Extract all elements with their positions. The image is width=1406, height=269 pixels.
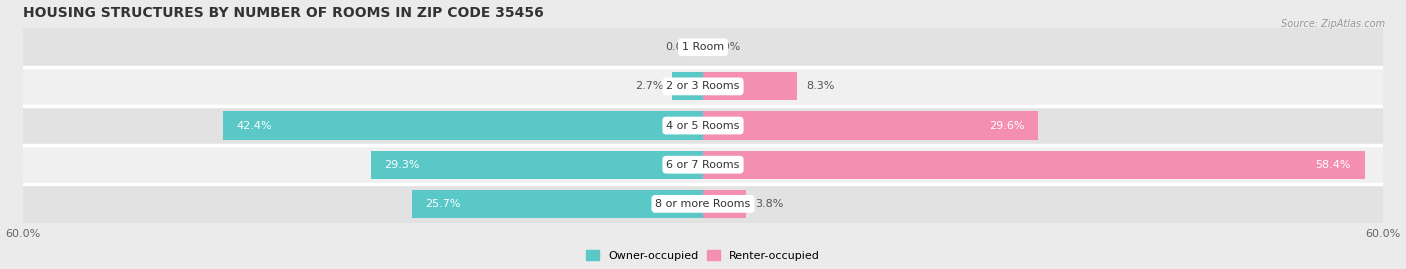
Bar [222, 111, 703, 140]
Text: 25.7%: 25.7% [426, 199, 461, 209]
Bar [703, 190, 747, 218]
Text: 2.7%: 2.7% [636, 82, 664, 91]
Bar [22, 184, 1384, 224]
Bar [703, 111, 1039, 140]
Bar [672, 72, 703, 101]
Legend: Owner-occupied, Renter-occupied: Owner-occupied, Renter-occupied [586, 250, 820, 261]
Text: HOUSING STRUCTURES BY NUMBER OF ROOMS IN ZIP CODE 35456: HOUSING STRUCTURES BY NUMBER OF ROOMS IN… [22, 6, 544, 20]
Text: 6 or 7 Rooms: 6 or 7 Rooms [666, 160, 740, 170]
Bar [22, 106, 1384, 145]
Text: 8 or more Rooms: 8 or more Rooms [655, 199, 751, 209]
Text: 42.4%: 42.4% [236, 121, 271, 130]
Text: 2 or 3 Rooms: 2 or 3 Rooms [666, 82, 740, 91]
Text: 0.0%: 0.0% [665, 42, 695, 52]
Bar [703, 72, 797, 101]
Bar [371, 151, 703, 179]
Text: 1 Room: 1 Room [682, 42, 724, 52]
Text: 29.3%: 29.3% [385, 160, 420, 170]
Bar [22, 145, 1384, 184]
Text: 8.3%: 8.3% [806, 82, 835, 91]
Text: Source: ZipAtlas.com: Source: ZipAtlas.com [1281, 19, 1385, 29]
Text: 29.6%: 29.6% [990, 121, 1025, 130]
Bar [412, 190, 703, 218]
Text: 0.0%: 0.0% [711, 42, 741, 52]
Bar [22, 67, 1384, 106]
Bar [22, 28, 1384, 67]
Text: 4 or 5 Rooms: 4 or 5 Rooms [666, 121, 740, 130]
Text: 3.8%: 3.8% [755, 199, 783, 209]
Bar [703, 151, 1365, 179]
Text: 58.4%: 58.4% [1316, 160, 1351, 170]
